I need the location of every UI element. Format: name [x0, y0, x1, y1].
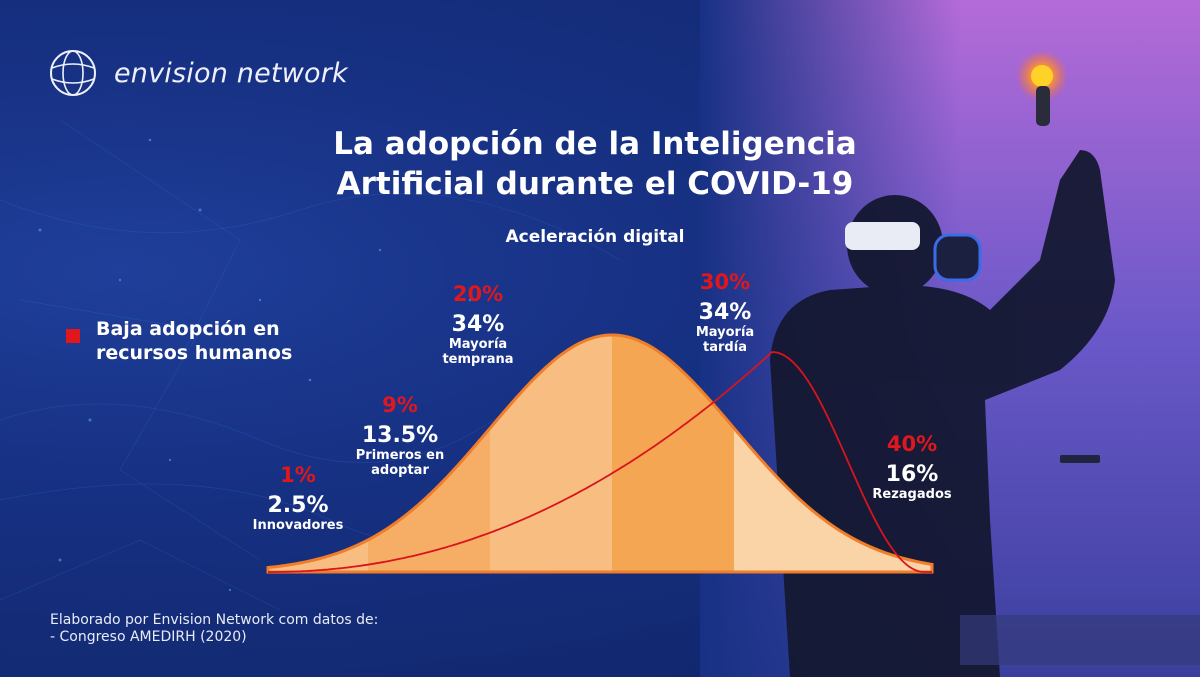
value-label: 16%	[885, 462, 939, 487]
globe-icon	[50, 50, 96, 96]
red-value-label: 9%	[382, 393, 418, 417]
segment-innovadores: 1% 2.5% Innovadores	[238, 463, 358, 533]
segment-mayoria-temprana: 20% 34% Mayoría temprana	[418, 282, 538, 367]
vr-headset	[845, 222, 982, 282]
source-line-1: Elaborado por Envision Network com datos…	[50, 612, 379, 628]
legend-swatch-red	[66, 329, 80, 343]
title-line-1: La adopción de la Inteligencia	[333, 126, 857, 162]
legend-label: Baja adopción en recursos humanos	[96, 318, 293, 364]
category-label: Innovadores	[252, 518, 344, 533]
category-label: Primeros en adoptar	[355, 448, 445, 478]
red-value-label: 20%	[452, 282, 504, 306]
brand-logo: envision network	[46, 46, 348, 100]
category-label: Mayoría temprana	[442, 337, 514, 367]
vr-controller	[1016, 50, 1068, 126]
bell-band-innovadores	[268, 539, 368, 572]
red-value-label: 1%	[280, 463, 316, 487]
red-value-label: 30%	[699, 270, 751, 294]
camera-shape	[1060, 455, 1100, 463]
segment-rezagados: 40% 16% Rezagados	[852, 432, 972, 502]
value-label: 34%	[698, 300, 752, 325]
adoption-bell-chart	[266, 333, 934, 574]
bell-band-mayoría-temprana	[490, 335, 612, 572]
chart-subtitle: Aceleración digital	[505, 227, 685, 247]
title-line-2: Artificial durante el COVID-19	[336, 166, 854, 202]
chart-legend: Baja adopción en recursos humanos	[66, 317, 376, 365]
category-label: Rezagados	[872, 487, 952, 502]
segment-primeros: 9% 13.5% Primeros en adoptar	[335, 393, 465, 478]
baja-adopcion-line	[268, 351, 932, 573]
desk-shape	[960, 615, 1200, 665]
brand-name: envision network	[114, 57, 348, 89]
value-label: 34%	[451, 312, 505, 337]
red-value-label: 40%	[886, 432, 938, 456]
bell-band-rezagados	[734, 428, 932, 572]
network-dots	[38, 138, 642, 592]
page-title: La adopción de la Inteligencia Artificia…	[250, 124, 940, 204]
value-label: 2.5%	[267, 493, 329, 518]
bell-curve-outline	[266, 333, 934, 574]
source-line-2: - Congreso AMEDIRH (2020)	[50, 629, 247, 645]
segment-mayoria-tardia: 30% 34% Mayoría tardía	[665, 270, 785, 355]
category-label: Mayoría tardía	[695, 325, 755, 355]
network-texture	[0, 119, 701, 611]
value-label: 13.5%	[361, 423, 439, 448]
source-footer: Elaborado por Envision Network com datos…	[50, 612, 378, 646]
